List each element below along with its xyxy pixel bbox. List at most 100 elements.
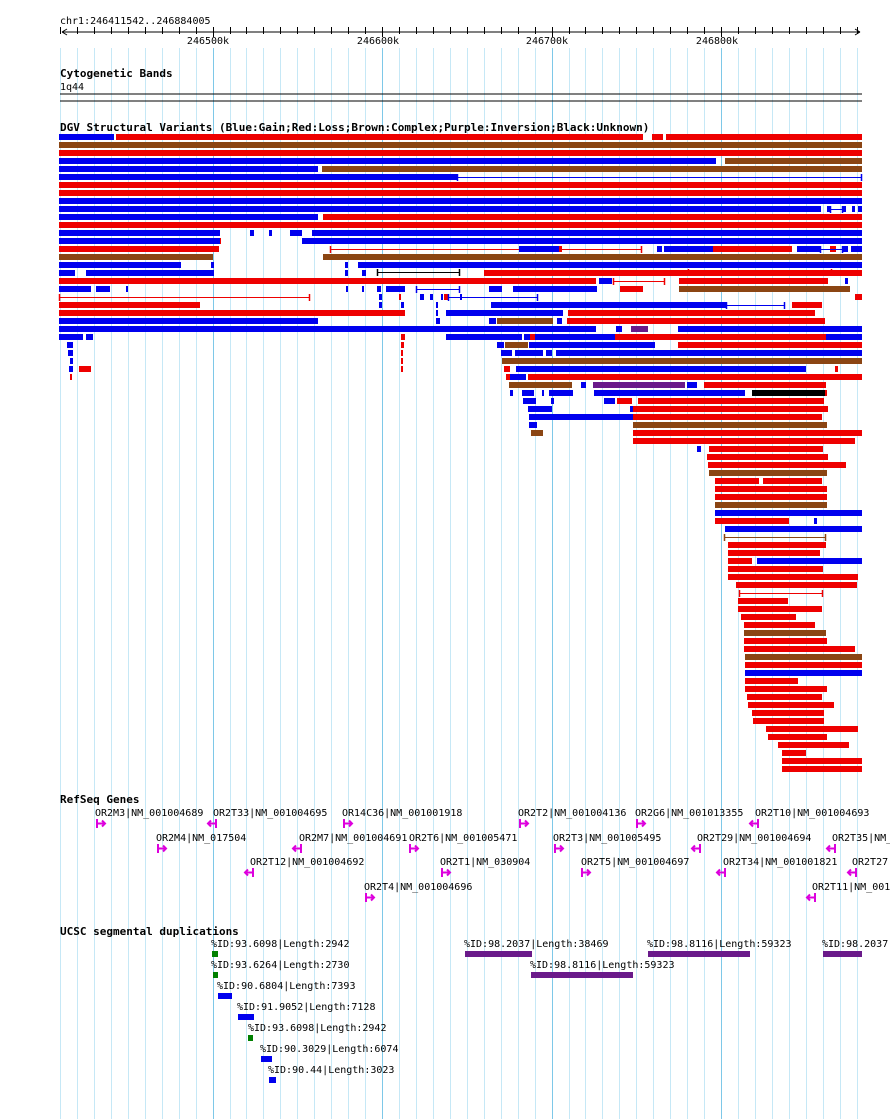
dgv-variant-bar[interactable] <box>768 734 827 740</box>
dgv-variant-bar[interactable] <box>59 206 821 212</box>
dgv-variant-bar[interactable] <box>96 286 110 292</box>
dgv-variant-bar[interactable] <box>728 550 820 556</box>
dgv-variant-bar[interactable] <box>782 750 806 756</box>
dgv-variant-bar[interactable] <box>322 166 862 172</box>
dgv-variant-bar[interactable] <box>707 454 828 460</box>
dgv-variant-bar[interactable] <box>59 254 213 260</box>
dgv-variant-bar[interactable] <box>855 294 862 300</box>
gene-feature[interactable]: OR2M3|NM_001004689 <box>95 808 203 828</box>
dgv-variant-bar[interactable] <box>708 462 846 468</box>
dgv-variant-bar[interactable] <box>497 318 553 324</box>
gene-feature[interactable]: OR2T5|NM_001004697 <box>581 857 689 877</box>
dgv-variant-bar[interactable] <box>551 398 554 404</box>
dgv-variant-bar[interactable] <box>529 422 537 428</box>
dgv-variant-bar[interactable] <box>827 206 830 212</box>
dgv-variant-bar[interactable] <box>715 502 827 508</box>
dgv-variant-bar[interactable] <box>792 302 822 308</box>
dgv-variant-bar[interactable] <box>446 310 563 316</box>
dgv-variant-bar[interactable] <box>530 334 535 340</box>
gene-feature[interactable]: OR2M7|NM_001004691 <box>291 833 407 853</box>
gene-feature[interactable]: OR2T11|NM_001 <box>805 882 890 902</box>
segdup-feature[interactable]: %ID:98.8116|Length:59323 <box>530 960 675 978</box>
dgv-variant-bar[interactable] <box>715 478 759 484</box>
dgv-variant-bar[interactable] <box>615 334 826 340</box>
dgv-variant-bar[interactable] <box>516 366 806 372</box>
gene-feature[interactable]: OR2T27 <box>846 857 888 877</box>
dgv-variant-bar[interactable] <box>59 310 405 316</box>
dgv-variant-bar[interactable] <box>528 406 552 412</box>
dgv-variant-bar[interactable] <box>852 206 855 212</box>
dgv-variant-bar[interactable] <box>620 286 643 292</box>
dgv-variant-bar[interactable] <box>782 766 862 772</box>
dgv-variant-bar[interactable] <box>358 262 862 268</box>
dgv-variant-bar[interactable] <box>59 142 862 148</box>
dgv-variant-bar[interactable] <box>858 206 862 212</box>
gene-feature[interactable]: OR2T4|NM_001004696 <box>364 882 472 902</box>
dgv-variant-bar[interactable] <box>379 302 382 308</box>
segdup-feature[interactable]: %ID:93.6098|Length:2942 <box>211 939 349 957</box>
dgv-variant-bar[interactable] <box>542 390 544 396</box>
dgv-variant-bar[interactable] <box>715 486 827 492</box>
dgv-variant-bar[interactable] <box>713 246 792 252</box>
segdup-feature[interactable]: %ID:98.8116|Length:59323 <box>647 939 792 957</box>
dgv-variant-bar[interactable] <box>436 302 438 308</box>
segdup-feature[interactable]: %ID:91.9052|Length:7128 <box>237 1002 375 1020</box>
dgv-variant-bar[interactable] <box>752 710 824 716</box>
dgv-variant-bar[interactable] <box>59 230 220 236</box>
dgv-variant-bar[interactable] <box>747 694 822 700</box>
dgv-variant-bar[interactable] <box>633 430 862 436</box>
dgv-variant-bar[interactable] <box>604 398 615 404</box>
segdup-feature[interactable]: %ID:98.2037|Length:38469 <box>464 939 609 957</box>
gene-feature[interactable]: OR2T35|NM_ <box>825 833 890 853</box>
dgv-variant-bar[interactable] <box>59 198 862 204</box>
gene-feature[interactable]: OR2T33|NM_001004695 <box>206 808 327 828</box>
dgv-variant-bar[interactable] <box>763 478 822 484</box>
segdup-feature[interactable]: %ID:98.2037 <box>822 939 888 957</box>
dgv-variant-bar[interactable] <box>546 350 552 356</box>
dgv-variant-bar[interactable] <box>529 342 655 348</box>
gene-feature[interactable]: OR2T12|NM_001004692 <box>243 857 364 877</box>
dgv-variant-bar[interactable] <box>679 286 850 292</box>
segdup-feature[interactable]: %ID:90.3029|Length:6074 <box>260 1044 398 1062</box>
dgv-variant-bar[interactable] <box>302 238 862 244</box>
dgv-variant-bar[interactable] <box>323 254 862 260</box>
dgv-variant-bar[interactable] <box>519 246 559 252</box>
gene-feature[interactable]: OR2T34|NM_001001821 <box>715 857 837 877</box>
cytoband-track[interactable]: Cytogenetic Bands 1q44 <box>60 67 862 102</box>
dgv-variant-bar[interactable] <box>652 134 663 140</box>
dgv-variant-bar[interactable] <box>126 286 128 292</box>
dgv-variant-bar[interactable] <box>501 350 512 356</box>
dgv-variant-bar[interactable] <box>753 718 824 724</box>
dgv-variant-bar[interactable] <box>323 214 862 220</box>
segdup-track[interactable]: UCSC segmental duplications %ID:93.6098|… <box>60 925 888 1083</box>
dgv-variant-bar[interactable] <box>59 318 318 324</box>
dgv-variant-bar[interactable] <box>436 310 438 316</box>
dgv-variant-bar[interactable] <box>86 270 214 276</box>
dgv-variant-bar[interactable] <box>593 382 685 388</box>
dgv-variant-bar[interactable] <box>657 246 662 252</box>
dgv-variant-bar[interactable] <box>70 374 72 380</box>
dgv-variant-bar[interactable] <box>741 614 796 620</box>
dgv-variant-bar[interactable] <box>843 206 846 212</box>
dgv-variant-bar[interactable] <box>715 510 862 516</box>
dgv-variant-bar[interactable] <box>484 270 862 276</box>
dgv-variant-bar[interactable] <box>59 262 181 268</box>
dgv-variant-bar[interactable] <box>515 350 543 356</box>
dgv-variant-bar[interactable] <box>845 278 848 284</box>
dgv-variant-bar[interactable] <box>312 230 862 236</box>
dgv-variant-bar[interactable] <box>59 270 75 276</box>
dgv-variant-bar[interactable] <box>549 390 573 396</box>
dgv-variant-bar[interactable] <box>446 334 522 340</box>
dgv-variant-bar[interactable] <box>211 262 214 268</box>
dgv-variant-bar[interactable] <box>220 238 221 244</box>
dgv-variant-bar[interactable] <box>379 294 382 300</box>
dgv-variant-bar[interactable] <box>744 622 815 628</box>
dgv-variant-bar[interactable] <box>736 582 857 588</box>
dgv-variant-bar[interactable] <box>250 230 254 236</box>
dgv-variant-bar[interactable] <box>594 390 745 396</box>
dgv-variant-bar[interactable] <box>59 222 862 228</box>
dgv-variant-bar[interactable] <box>362 270 366 276</box>
dgv-variant-bar[interactable] <box>401 302 404 308</box>
dgv-variant-bar[interactable] <box>513 286 597 292</box>
dgv-variant-bar[interactable] <box>502 358 862 364</box>
